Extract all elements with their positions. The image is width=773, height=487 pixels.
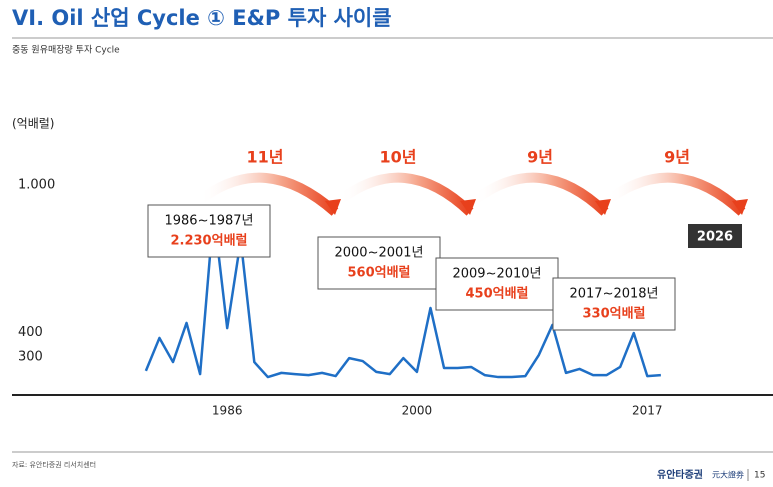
callout-box	[317, 236, 441, 290]
x-tick-label: 2017	[632, 404, 663, 418]
cycle-label: 9년	[527, 148, 553, 167]
cycle-label: 11년	[247, 148, 284, 167]
callout-reserves: 330억배럴	[582, 306, 645, 322]
brand-cn: 元大證券	[712, 470, 744, 480]
cycle-arrow	[336, 172, 474, 216]
callout-period: 2000~2001년	[334, 246, 423, 261]
cycle-arrow	[196, 172, 339, 216]
forecast-box	[688, 224, 742, 248]
brand: 유안타증권	[657, 468, 703, 481]
callout-reserves: 2.230억배럴	[170, 233, 247, 249]
cycle-arrow	[471, 172, 609, 216]
y-axis-label: (억배럴)	[12, 117, 54, 131]
arrow-head	[595, 199, 611, 215]
forecast-label: 2026	[697, 230, 733, 245]
x-tick-label: 2000	[402, 404, 433, 418]
callout: 2009~2010년 450억배럴	[435, 257, 559, 311]
source: 자료: 유안타증권 리서치센터	[12, 460, 96, 469]
cycle-label: 9년	[664, 148, 690, 167]
callout: 2017~2018년 330억배럴	[552, 277, 676, 331]
cycle-arrow	[605, 172, 746, 216]
callout-box	[552, 277, 676, 331]
arrow-head	[325, 199, 341, 215]
arrow-head	[732, 199, 748, 215]
page-number: 15	[754, 471, 765, 481]
subtitle: 중동 원유매장량 투자 Cycle	[12, 44, 120, 56]
callout-period: 2009~2010년	[452, 267, 541, 282]
callout-period: 2017~2018년	[569, 287, 658, 302]
callout: 1986~1987년 2.230억배럴	[147, 204, 271, 258]
arrow-head	[460, 199, 476, 215]
y-tick-label: 400	[18, 325, 43, 340]
y-tick-label: 300	[18, 350, 43, 365]
callout-period: 1986~1987년	[164, 214, 253, 229]
callout-reserves: 560억배럴	[347, 265, 410, 281]
callout-box	[147, 204, 271, 258]
arrows	[196, 172, 748, 216]
title: VI. Oil 산업 Cycle ① E&P 투자 사이클	[12, 6, 392, 30]
cycle-label: 10년	[380, 148, 417, 167]
callout-box	[435, 257, 559, 311]
callout: 2000~2001년 560억배럴	[317, 236, 441, 290]
x-tick-label: 1986	[212, 404, 243, 418]
y-tick-label: 1.000	[18, 178, 55, 193]
data-line	[144, 210, 661, 379]
callout-reserves: 450억배럴	[465, 286, 528, 302]
